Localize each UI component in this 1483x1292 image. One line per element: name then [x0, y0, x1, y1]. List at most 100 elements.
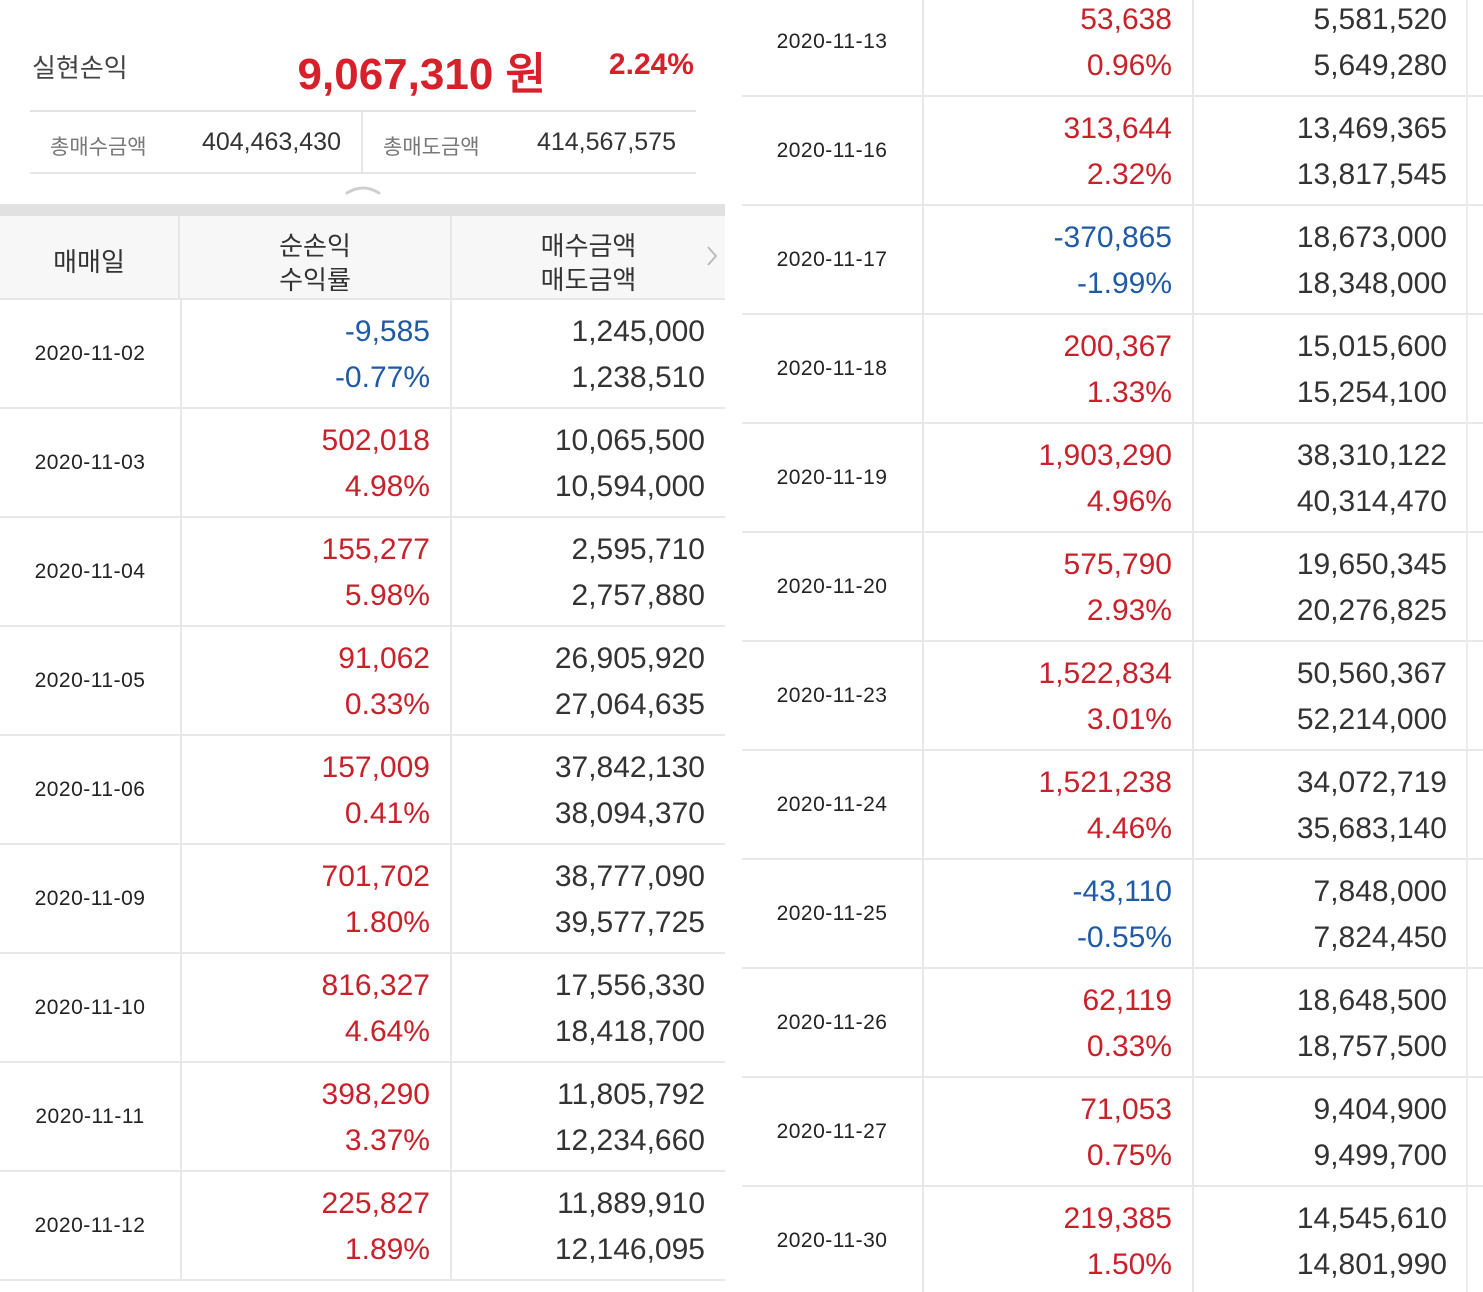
section-divider	[0, 204, 725, 216]
amount-cell: 1,245,000 1,238,510	[452, 300, 725, 407]
table-row[interactable]: 2020-11-26 62,119 0.33% 18,648,500 18,757,50…	[742, 969, 1483, 1078]
profit-rate: 1.50%	[1086, 1248, 1172, 1281]
profit-cell: 225,827 1.89%	[180, 1172, 452, 1279]
table-row[interactable]: 2020-11-10 816,327 4.64% 17,556,330 18,418,7…	[0, 954, 725, 1063]
sell-amount: 38,094,370	[554, 797, 705, 830]
table-row[interactable]: 2020-11-11 398,290 3.37% 11,805,792 12,234,6…	[0, 1063, 725, 1172]
sell-amount: 27,064,635	[554, 688, 705, 721]
amount-cell: 37,842,130 38,094,370	[452, 736, 725, 843]
sell-amount: 35,683,140	[1296, 812, 1447, 845]
sell-amount: 13,817,545	[1296, 158, 1447, 191]
profit-cell: 1,903,290 4.96%	[922, 424, 1194, 531]
trade-date-cell: 2020-11-04	[0, 518, 180, 625]
total-sell-value: 414,567,575	[536, 128, 676, 156]
amount-cell: 17,556,330 18,418,700	[452, 954, 725, 1061]
sell-amount: 18,348,000	[1296, 267, 1447, 300]
amount-cell: 9,404,900 9,499,700	[1194, 1078, 1467, 1185]
sell-amount: 12,146,095	[554, 1233, 705, 1266]
amount-cell: 38,777,090 39,577,725	[452, 845, 725, 952]
header-amount[interactable]: 매수금액 매도금액	[452, 216, 725, 298]
table-row[interactable]: 2020-11-02 -9,585 -0.77% 1,245,000 1,238,510	[0, 300, 725, 409]
profit-cell: 1,522,834 3.01%	[922, 642, 1194, 749]
header-profit[interactable]: 순손익 수익률	[180, 216, 452, 298]
sell-amount: 39,577,725	[554, 906, 705, 939]
profit-cell: 398,290 3.37%	[180, 1063, 452, 1170]
header-date-label: 매매일	[53, 247, 125, 277]
amount-cell: 38,310,122 40,314,470	[1194, 424, 1467, 531]
table-row[interactable]: 2020-11-23 1,522,834 3.01% 50,560,367 52,214…	[742, 642, 1483, 751]
table-row[interactable]: 2020-11-27 71,053 0.75% 9,404,900 9,499,700	[742, 1078, 1483, 1187]
buy-amount: 38,310,122	[1296, 439, 1447, 472]
realized-pl-summary: 실현손익 9,067,310 원 2.24%	[30, 0, 696, 112]
net-profit: 313,644	[1063, 112, 1172, 145]
trade-date: 2020-11-03	[34, 451, 146, 474]
profit-rate: 1.33%	[1086, 376, 1172, 409]
table-header: 매매일 순손익 수익률 매수금액 매도금액	[0, 216, 725, 300]
table-row[interactable]: 2020-11-19 1,903,290 4.96% 38,310,122 40,314…	[742, 424, 1483, 533]
trade-date-cell: 2020-11-26	[742, 969, 922, 1076]
profit-rate: 3.01%	[1086, 703, 1172, 736]
table-row[interactable]: 2020-11-04 155,277 5.98% 2,595,710 2,757,880	[0, 518, 725, 627]
trade-date: 2020-11-20	[776, 575, 888, 598]
trade-date-cell: 2020-11-10	[0, 954, 180, 1061]
profit-rate: 5.98%	[344, 579, 430, 612]
table-row[interactable]: 2020-11-12 225,827 1.89% 11,889,910 12,146,0…	[0, 1172, 725, 1281]
net-profit: 71,053	[1080, 1093, 1172, 1126]
profit-rate: -0.55%	[1076, 921, 1172, 954]
table-row[interactable]: 2020-11-25 -43,110 -0.55% 7,848,000 7,824,45…	[742, 860, 1483, 969]
table-row[interactable]: 2020-11-09 701,702 1.80% 38,777,090 39,577,7…	[0, 845, 725, 954]
header-date[interactable]: 매매일	[0, 216, 180, 298]
trade-date: 2020-11-30	[776, 1229, 888, 1252]
amount-cell: 18,648,500 18,757,500	[1194, 969, 1467, 1076]
trade-date-cell: 2020-11-12	[0, 1172, 180, 1279]
net-profit: -43,110	[1072, 875, 1172, 908]
chevron-right-icon[interactable]	[705, 244, 719, 268]
profit-rate: 0.41%	[344, 797, 430, 830]
table-row[interactable]: 2020-11-30 219,385 1.50% 14,545,610 14,801,9…	[742, 1187, 1483, 1292]
trade-date: 2020-11-24	[776, 793, 888, 816]
buy-amount: 11,805,792	[557, 1078, 705, 1111]
table-row[interactable]: 2020-11-24 1,521,238 4.46% 34,072,719 35,683…	[742, 751, 1483, 860]
table-row[interactable]: 2020-11-20 575,790 2.93% 19,650,345 20,276,8…	[742, 533, 1483, 642]
trade-date-cell: 2020-11-25	[742, 860, 922, 967]
table-row[interactable]: 2020-11-06 157,009 0.41% 37,842,130 38,094,3…	[0, 736, 725, 845]
header-profit-label: 순손익	[279, 231, 351, 261]
profit-rate: 0.33%	[1086, 1030, 1172, 1063]
amount-cell: 11,889,910 12,146,095	[452, 1172, 725, 1279]
right-panel: 2020-11-13 53,638 0.96% 5,581,520 5,649,280 2…	[742, 0, 1483, 1292]
amount-cell: 26,905,920 27,064,635	[452, 627, 725, 734]
trade-date: 2020-11-23	[776, 684, 888, 707]
net-profit: 157,009	[321, 751, 430, 784]
header-rate-label: 수익률	[279, 265, 351, 295]
amount-cell: 2,595,710 2,757,880	[452, 518, 725, 625]
table-row[interactable]: 2020-11-05 91,062 0.33% 26,905,920 27,064,63…	[0, 627, 725, 736]
profit-rate: 4.96%	[1086, 485, 1172, 518]
profit-cell: 155,277 5.98%	[180, 518, 452, 625]
profit-rate: 4.46%	[1086, 812, 1172, 845]
buy-amount: 10,065,500	[554, 424, 705, 457]
sell-amount: 15,254,100	[1296, 376, 1447, 409]
table-row[interactable]: 2020-11-16 313,644 2.32% 13,469,365 13,817,5…	[742, 97, 1483, 206]
trade-date-cell: 2020-11-30	[742, 1187, 922, 1292]
net-profit: 701,702	[321, 860, 430, 893]
sell-amount: 5,649,280	[1313, 49, 1447, 82]
realized-pl-rate: 2.24%	[608, 48, 694, 81]
trade-date: 2020-11-27	[776, 1120, 888, 1143]
chevron-up-icon[interactable]	[343, 182, 383, 196]
sell-amount: 14,801,990	[1296, 1248, 1447, 1281]
trade-date-cell: 2020-11-23	[742, 642, 922, 749]
amount-cell: 50,560,367 52,214,000	[1194, 642, 1467, 749]
table-row[interactable]: 2020-11-13 53,638 0.96% 5,581,520 5,649,280	[742, 0, 1483, 97]
net-profit: 575,790	[1063, 548, 1172, 581]
buy-amount: 17,556,330	[554, 969, 705, 1002]
table-row[interactable]: 2020-11-17 -370,865 -1.99% 18,673,000 18,348…	[742, 206, 1483, 315]
sell-amount: 18,757,500	[1296, 1030, 1447, 1063]
profit-cell: 575,790 2.93%	[922, 533, 1194, 640]
trade-date: 2020-11-11	[35, 1105, 145, 1128]
profit-cell: 200,367 1.33%	[922, 315, 1194, 422]
trade-date-cell: 2020-11-16	[742, 97, 922, 204]
buy-amount: 9,404,900	[1313, 1093, 1447, 1126]
table-row[interactable]: 2020-11-03 502,018 4.98% 10,065,500 10,594,0…	[0, 409, 725, 518]
net-profit: 816,327	[321, 969, 430, 1002]
table-row[interactable]: 2020-11-18 200,367 1.33% 15,015,600 15,254,1…	[742, 315, 1483, 424]
